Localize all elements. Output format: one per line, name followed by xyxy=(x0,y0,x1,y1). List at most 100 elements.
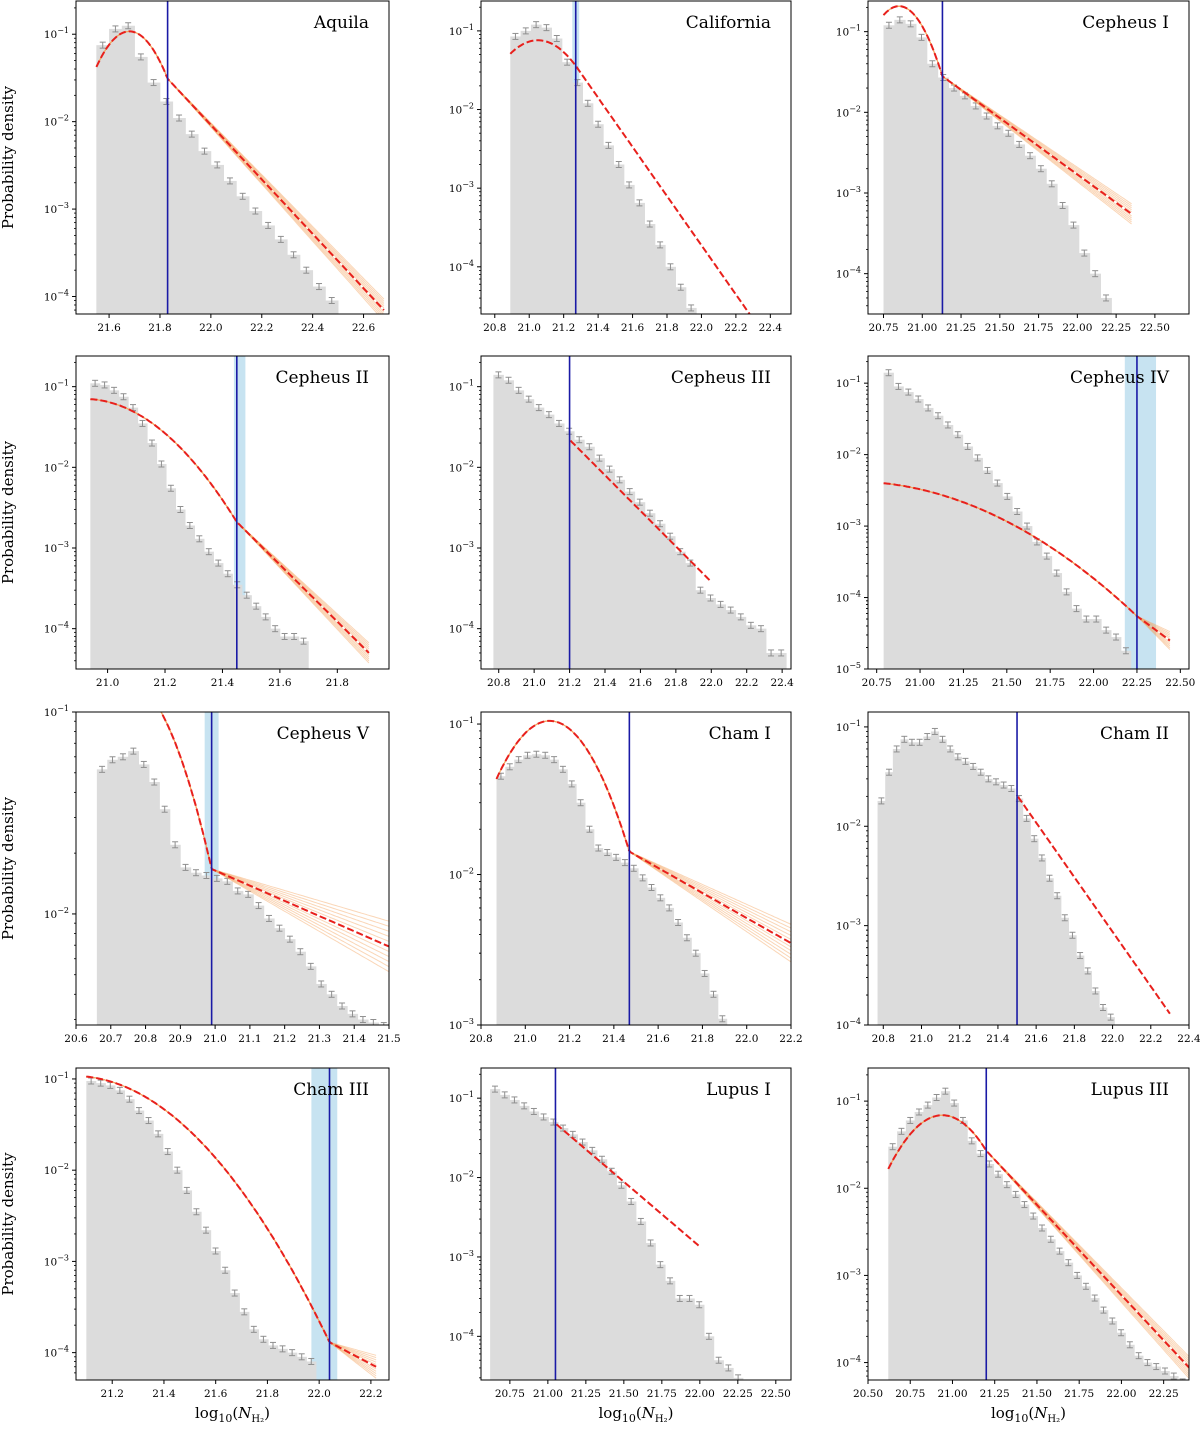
x-tick-label: 22.2 xyxy=(359,1388,382,1400)
x-tick-label: 22.4 xyxy=(759,322,783,334)
histogram-bar xyxy=(121,25,135,314)
histogram-bar xyxy=(1007,788,1016,1025)
histogram-bar xyxy=(514,759,524,1025)
histogram-bar xyxy=(107,759,119,1025)
histogram-bar xyxy=(90,383,101,669)
histogram-bar xyxy=(594,458,605,669)
x-tick-label: 21.8 xyxy=(326,677,349,689)
panel-cham-i: 20.8 21.0 21.2 21.4 21.6 21.8 22.0 22.2 10−1 10−2… xyxy=(449,711,803,1045)
plot-area xyxy=(90,356,370,669)
histogram-bar xyxy=(128,407,139,669)
axes-frame xyxy=(480,711,792,1026)
histogram-bar xyxy=(105,1085,116,1380)
histogram-bar xyxy=(210,164,224,314)
x-tick-label: 21.8 xyxy=(691,1033,714,1045)
histogram-bar xyxy=(519,1105,530,1380)
histogram-bar xyxy=(926,63,939,314)
plot-area xyxy=(495,712,791,1025)
x-tick-label: 21.2 xyxy=(948,1033,971,1045)
histogram-bar xyxy=(1045,878,1054,1025)
histogram-bar xyxy=(593,848,604,1025)
x-tick-label: 21.4 xyxy=(986,1033,1010,1045)
histogram-bar xyxy=(704,1336,715,1380)
x-tick-label: 22.25 xyxy=(1101,322,1131,334)
histogram-bar xyxy=(942,424,954,669)
histogram-bar xyxy=(156,463,167,669)
histogram-bar xyxy=(916,37,928,314)
histogram-bar xyxy=(270,628,281,669)
y-tick-label: 10−5 xyxy=(836,661,861,676)
x-tick-label: 21.6 xyxy=(204,1388,228,1400)
x-tick-label: 21.0 xyxy=(518,322,541,334)
posterior-sample-line xyxy=(496,720,791,955)
plot-area xyxy=(509,1,751,314)
y-tick-label: 10−1 xyxy=(44,379,69,394)
histogram-bar xyxy=(109,390,120,669)
histogram-bar xyxy=(496,776,506,1025)
histogram-bar xyxy=(493,374,504,669)
histogram-bar xyxy=(602,852,613,1025)
histogram-bar xyxy=(172,118,186,314)
histogram-bar xyxy=(336,1006,348,1025)
histogram-bar xyxy=(175,509,186,669)
y-tick-label: 10−3 xyxy=(44,540,69,555)
histogram-bar xyxy=(263,918,275,1025)
histogram-bar xyxy=(673,922,683,1025)
panel-title: Cepheus III xyxy=(671,368,771,388)
histogram-bar xyxy=(201,875,213,1025)
fit-line xyxy=(555,1123,701,1248)
histogram-bar xyxy=(603,145,615,314)
posterior-sample-line xyxy=(95,30,379,314)
histogram-bar xyxy=(117,756,129,1025)
x-tick-label: 21.5 xyxy=(377,1033,400,1045)
histogram-bar xyxy=(1046,183,1058,314)
histogram-bar xyxy=(981,116,993,314)
histogram-bar xyxy=(503,380,514,669)
x-tick-label: 22.2 xyxy=(724,322,747,334)
histogram-bar xyxy=(1002,496,1013,669)
histogram-bar xyxy=(229,1293,240,1380)
y-tick-label: 10−4 xyxy=(836,590,861,605)
histogram-bar xyxy=(1013,144,1026,314)
x-tick-label: 22.0 xyxy=(1101,1033,1124,1045)
axes-frame xyxy=(480,0,792,315)
histogram-bar xyxy=(1037,1228,1047,1380)
histogram-bar xyxy=(147,82,161,314)
histogram-bar xyxy=(1089,273,1102,314)
histogram-bar xyxy=(905,23,917,314)
histogram-bar xyxy=(905,1120,916,1380)
histogram-bar xyxy=(1081,1286,1091,1380)
x-tick-label: 21.75 xyxy=(1064,1388,1094,1400)
y-tick-label: 10−1 xyxy=(449,1090,474,1105)
x-tick-label: 21.6 xyxy=(621,322,645,334)
x-tick-label: 21.2 xyxy=(552,322,575,334)
histogram-bar xyxy=(1083,970,1092,1025)
histogram-bar xyxy=(505,766,515,1025)
histogram-bar xyxy=(914,1112,924,1380)
panel-aquila: 21.6 21.8 22.0 22.2 22.4 22.6 10−1 10−2 10−3 10−4… xyxy=(0,0,390,334)
histogram-bar xyxy=(645,1242,656,1380)
x-tick-label: 21.4 xyxy=(343,1033,367,1045)
axes-frame xyxy=(75,711,390,1026)
x-tick-label: 21.2 xyxy=(153,677,176,689)
histogram-bar xyxy=(682,937,692,1025)
histogram-bar xyxy=(1046,1239,1056,1380)
plot-area xyxy=(493,356,787,669)
histogram-bar xyxy=(1015,798,1024,1025)
histogram-bar xyxy=(520,30,532,314)
histogram-bar xyxy=(574,439,585,669)
histogram-bar xyxy=(1134,1355,1144,1380)
histogram-bar xyxy=(993,1174,1003,1380)
histogram-bar xyxy=(194,538,205,669)
histogram-bar xyxy=(685,563,696,669)
histogram-bar xyxy=(932,1097,942,1380)
x-tick-label: 22.6 xyxy=(352,322,376,334)
histogram-bar xyxy=(99,384,110,669)
x-tick-label: 22.00 xyxy=(1106,1388,1136,1400)
axes-frame xyxy=(867,355,1190,670)
histogram-bar xyxy=(558,1128,569,1380)
y-tick-label: 10−3 xyxy=(836,518,861,533)
histogram-bar xyxy=(109,28,123,314)
histogram-bar xyxy=(1106,1017,1115,1025)
